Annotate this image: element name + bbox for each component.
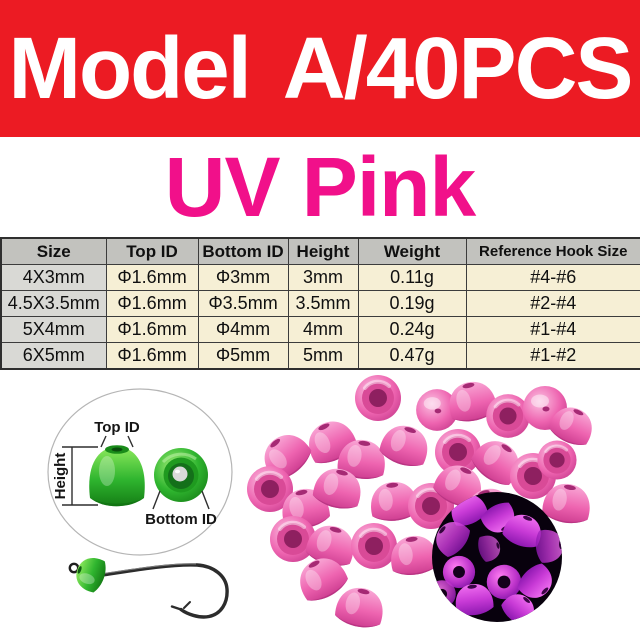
cell-top-id: Φ1.6mm [105, 290, 199, 317]
measurement-diagram: Top ID Height Bottom ID [47, 388, 233, 556]
cell-height: 4mm [287, 316, 359, 343]
table-row: 6X5mm Φ1.6mm Φ5mm 5mm 0.47g #1-#2 [0, 342, 640, 370]
top-id-label: Top ID [94, 419, 140, 436]
height-label: Height [52, 453, 69, 500]
uv-inset [432, 492, 562, 622]
col-header-hook-size: Reference Hook Size [465, 237, 640, 265]
col-header-bottom-id: Bottom ID [197, 237, 289, 265]
colorway-section: UV Pink [0, 137, 640, 237]
cell-bottom-id: Φ4mm [197, 316, 289, 343]
cell-top-id: Φ1.6mm [105, 316, 199, 343]
cell-weight: 0.24g [357, 316, 467, 343]
cell-size: 6X5mm [0, 342, 107, 370]
banner: Model A/40PCS [0, 0, 640, 137]
cell-size: 4.5X3.5mm [0, 290, 107, 317]
cell-size: 4X3mm [0, 264, 107, 291]
cell-hook-size: #1-#4 [465, 316, 640, 343]
hook-wire [101, 563, 229, 619]
col-header-weight: Weight [357, 237, 467, 265]
colorway-title: UV Pink [164, 140, 476, 234]
cell-top-id: Φ1.6mm [105, 264, 199, 291]
dimension-lines [62, 435, 210, 510]
cell-bottom-id: Φ5mm [197, 342, 289, 370]
table-row: 5X4mm Φ1.6mm Φ4mm 4mm 0.24g #1-#4 [0, 316, 640, 343]
cell-weight: 0.47g [357, 342, 467, 370]
col-header-top-id: Top ID [105, 237, 199, 265]
table-header-row: Size Top ID Bottom ID Height Weight Refe… [0, 237, 640, 265]
cell-hook-size: #2-#4 [465, 290, 640, 317]
cell-top-id: Φ1.6mm [105, 342, 199, 370]
cone-side-view [89, 445, 145, 507]
model-title: Model A/40PCS [8, 20, 634, 117]
hook-barb [183, 601, 191, 609]
bottom-id-label: Bottom ID [145, 511, 217, 528]
hook-cone [71, 553, 110, 595]
spec-table: Size Top ID Bottom ID Height Weight Refe… [0, 237, 640, 370]
cone-top-view [154, 448, 208, 502]
hook-point [170, 605, 183, 611]
table-row: 4X3mm Φ1.6mm Φ3mm 3mm 0.11g #4-#6 [0, 264, 640, 291]
cell-bottom-id: Φ3.5mm [197, 290, 289, 317]
cell-height: 3mm [287, 264, 359, 291]
cell-weight: 0.11g [357, 264, 467, 291]
cell-height: 3.5mm [287, 290, 359, 317]
col-header-height: Height [287, 237, 359, 265]
product-photos: Top ID Height Bottom ID [47, 373, 599, 632]
hook-photo [68, 553, 229, 619]
table-row: 4.5X3.5mm Φ1.6mm Φ3.5mm 3.5mm 0.19g #2-#… [0, 290, 640, 317]
col-header-size: Size [0, 237, 107, 265]
cell-bottom-id: Φ3mm [197, 264, 289, 291]
cell-hook-size: #4-#6 [465, 264, 640, 291]
cell-weight: 0.19g [357, 290, 467, 317]
cell-hook-size: #1-#2 [465, 342, 640, 370]
cell-height: 5mm [287, 342, 359, 370]
cell-size: 5X4mm [0, 316, 107, 343]
